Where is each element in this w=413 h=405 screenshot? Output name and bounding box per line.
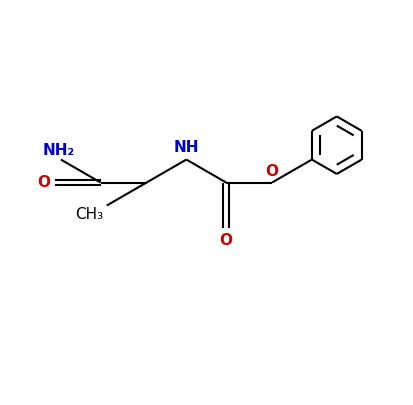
Text: CH₃: CH₃: [75, 207, 103, 222]
Text: NH₂: NH₂: [43, 143, 75, 158]
Text: O: O: [266, 164, 279, 179]
Text: NH: NH: [173, 140, 199, 155]
Text: O: O: [220, 233, 233, 248]
Text: O: O: [37, 175, 50, 190]
